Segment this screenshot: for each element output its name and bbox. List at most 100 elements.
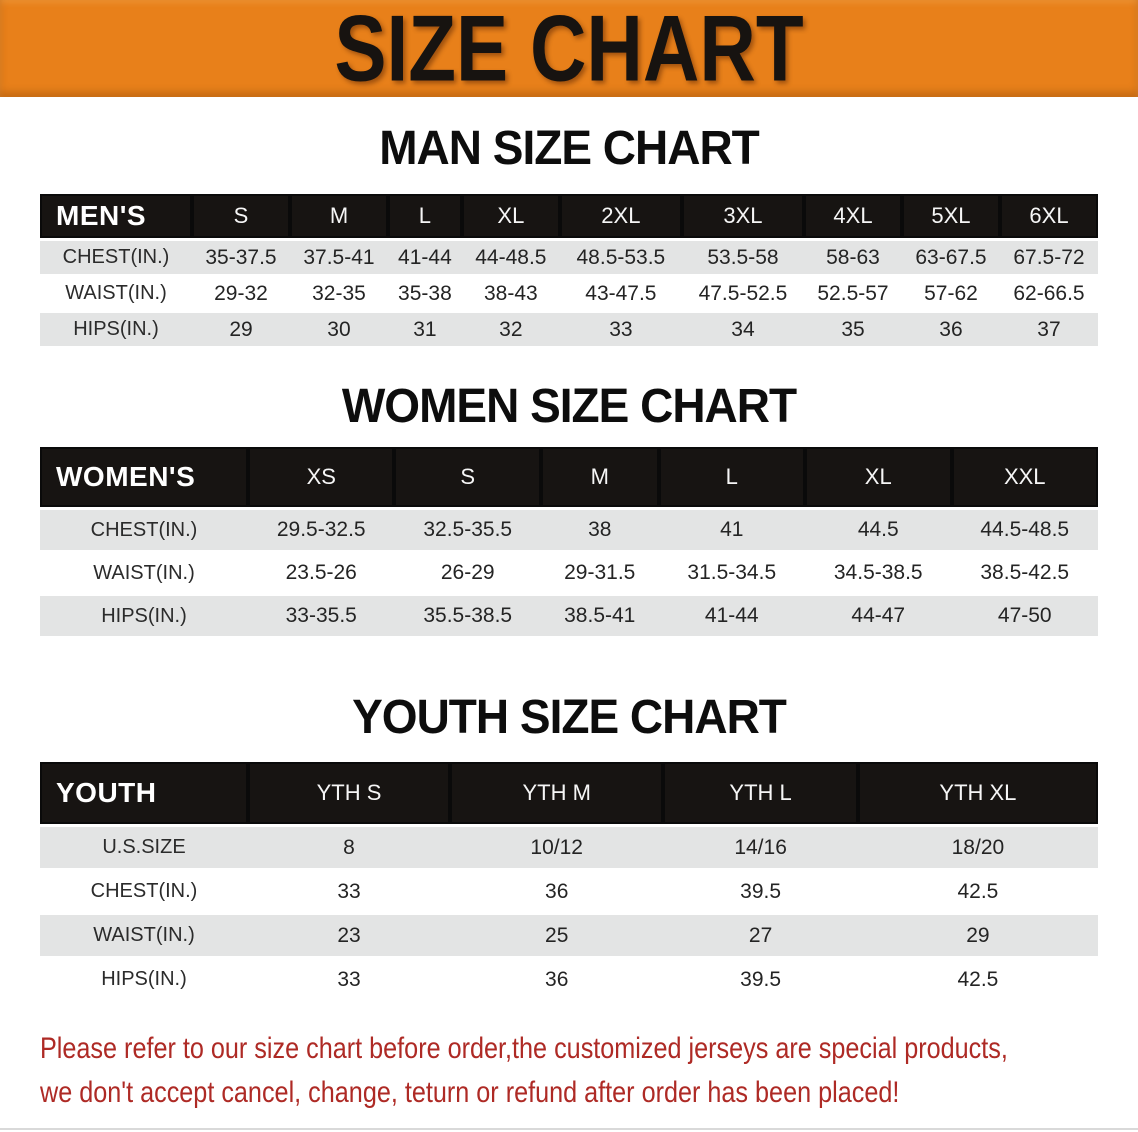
measurement-label: U.S.SIZE bbox=[40, 827, 248, 868]
size-value: 34.5-38.5 bbox=[805, 553, 952, 593]
size-value: 42.5 bbox=[857, 871, 1098, 912]
size-column-header: XL bbox=[805, 447, 952, 507]
size-value: 42.5 bbox=[857, 959, 1098, 1000]
size-value: 35-37.5 bbox=[192, 241, 290, 274]
disclaimer-line-1: Please refer to our size chart before or… bbox=[40, 1032, 1008, 1065]
banner-title: SIZE CHART bbox=[334, 0, 804, 101]
women-section: WOMEN SIZE CHART WOMEN'S XS S M L XL XXL CHEST(… bbox=[0, 377, 1138, 639]
table-row: CHEST(IN.) 35-37.5 37.5-41 41-44 44-48.5 48.5… bbox=[40, 241, 1098, 274]
size-value: 47.5-52.5 bbox=[681, 277, 804, 310]
size-value: 57-62 bbox=[901, 277, 1000, 310]
size-value: 39.5 bbox=[663, 959, 858, 1000]
table-row: WAIST(IN.) 29-32 32-35 35-38 38-43 43-47.5 47.… bbox=[40, 277, 1098, 310]
women-section-title: WOMEN SIZE CHART bbox=[341, 377, 797, 433]
size-value: 41-44 bbox=[658, 596, 806, 636]
size-value: 18/20 bbox=[857, 827, 1098, 868]
measurement-label: CHEST(IN.) bbox=[40, 241, 192, 274]
size-value: 44.5 bbox=[805, 510, 952, 550]
size-value: 29-32 bbox=[192, 277, 290, 310]
measurement-label: CHEST(IN.) bbox=[40, 871, 248, 912]
size-value: 44-48.5 bbox=[461, 241, 560, 274]
size-value: 33 bbox=[248, 959, 450, 1000]
size-column-header: M bbox=[540, 447, 659, 507]
size-value: 33-35.5 bbox=[248, 596, 395, 636]
size-value: 39.5 bbox=[663, 871, 858, 912]
size-column-header: S bbox=[394, 447, 541, 507]
men-section: MAN SIZE CHART MEN'S S M L XL 2XL 3XL 4XL 5XL 6XL… bbox=[0, 119, 1138, 349]
size-value: 67.5-72 bbox=[999, 241, 1098, 274]
size-value: 35-38 bbox=[387, 277, 462, 310]
size-value: 30 bbox=[289, 313, 388, 346]
size-value: 29.5-32.5 bbox=[248, 510, 395, 550]
table-row: WAIST(IN.) 23 25 27 29 bbox=[40, 915, 1098, 956]
size-column-header: 2XL bbox=[559, 194, 682, 238]
size-column-header: YTH M bbox=[450, 762, 664, 824]
men-section-title: MAN SIZE CHART bbox=[379, 119, 760, 175]
table-row: WAIST(IN.) 23.5-26 26-29 29-31.5 31.5-34.5 34… bbox=[40, 553, 1098, 593]
size-value: 36 bbox=[450, 959, 664, 1000]
size-value: 23 bbox=[248, 915, 450, 956]
disclaimer: Please refer to our size chart before or… bbox=[40, 1027, 1138, 1115]
size-value: 38.5-42.5 bbox=[951, 553, 1098, 593]
measurement-label: WAIST(IN.) bbox=[40, 915, 248, 956]
measurement-label: HIPS(IN.) bbox=[40, 313, 192, 346]
size-value: 25 bbox=[450, 915, 664, 956]
size-value: 62-66.5 bbox=[999, 277, 1098, 310]
row-group-label: WOMEN'S bbox=[40, 447, 248, 507]
size-value: 23.5-26 bbox=[248, 553, 395, 593]
table-row: HIPS(IN.) 33-35.5 35.5-38.5 38.5-41 41-44 44-… bbox=[40, 596, 1098, 636]
size-value: 37 bbox=[999, 313, 1098, 346]
size-column-header: YTH S bbox=[248, 762, 450, 824]
measurement-label: WAIST(IN.) bbox=[40, 553, 248, 593]
size-value: 38 bbox=[540, 510, 659, 550]
size-value: 14/16 bbox=[663, 827, 858, 868]
size-value: 48.5-53.5 bbox=[559, 241, 682, 274]
size-value: 53.5-58 bbox=[681, 241, 804, 274]
size-column-header: YTH XL bbox=[857, 762, 1098, 824]
size-value: 38.5-41 bbox=[540, 596, 659, 636]
size-value: 32.5-35.5 bbox=[394, 510, 541, 550]
size-value: 36 bbox=[901, 313, 1000, 346]
youth-size-table: YOUTH YTH S YTH M YTH L YTH XL U.S.SIZE 8 10/12… bbox=[40, 759, 1098, 1003]
size-column-header: 5XL bbox=[901, 194, 1000, 238]
men-size-table: MEN'S S M L XL 2XL 3XL 4XL 5XL 6XL CHEST(IN.) 35-37… bbox=[40, 191, 1098, 349]
size-value: 32 bbox=[461, 313, 560, 346]
youth-section-title: YOUTH SIZE CHART bbox=[352, 688, 787, 744]
size-column-header: L bbox=[658, 447, 806, 507]
size-value: 44-47 bbox=[805, 596, 952, 636]
size-value: 29 bbox=[192, 313, 290, 346]
size-value: 27 bbox=[663, 915, 858, 956]
size-column-header: YTH L bbox=[663, 762, 858, 824]
bottom-divider bbox=[0, 1128, 1138, 1130]
size-value: 52.5-57 bbox=[804, 277, 902, 310]
table-row: U.S.SIZE 8 10/12 14/16 18/20 bbox=[40, 827, 1098, 868]
measurement-label: HIPS(IN.) bbox=[40, 959, 248, 1000]
size-value: 26-29 bbox=[394, 553, 541, 593]
size-value: 31.5-34.5 bbox=[658, 553, 806, 593]
size-column-header: 6XL bbox=[999, 194, 1098, 238]
size-column-header: 4XL bbox=[804, 194, 902, 238]
measurement-label: WAIST(IN.) bbox=[40, 277, 192, 310]
size-value: 44.5-48.5 bbox=[951, 510, 1098, 550]
size-value: 10/12 bbox=[450, 827, 664, 868]
size-value: 47-50 bbox=[951, 596, 1098, 636]
table-header-row: MEN'S S M L XL 2XL 3XL 4XL 5XL 6XL bbox=[40, 194, 1098, 238]
size-column-header: S bbox=[192, 194, 290, 238]
size-column-header: XXL bbox=[951, 447, 1098, 507]
table-row: HIPS(IN.) 29 30 31 32 33 34 35 36 37 bbox=[40, 313, 1098, 346]
size-column-header: XS bbox=[248, 447, 395, 507]
size-value: 43-47.5 bbox=[559, 277, 682, 310]
row-group-label: YOUTH bbox=[40, 762, 248, 824]
table-header-row: WOMEN'S XS S M L XL XXL bbox=[40, 447, 1098, 507]
size-value: 37.5-41 bbox=[289, 241, 388, 274]
table-row: HIPS(IN.) 33 36 39.5 42.5 bbox=[40, 959, 1098, 1000]
table-row: CHEST(IN.) 33 36 39.5 42.5 bbox=[40, 871, 1098, 912]
size-value: 29-31.5 bbox=[540, 553, 659, 593]
size-value: 29 bbox=[857, 915, 1098, 956]
table-row: CHEST(IN.) 29.5-32.5 32.5-35.5 38 41 44.5 44.5… bbox=[40, 510, 1098, 550]
women-size-table: WOMEN'S XS S M L XL XXL CHEST(IN.) 29.5-32.5 32.5… bbox=[40, 444, 1098, 639]
size-value: 31 bbox=[387, 313, 462, 346]
size-value: 33 bbox=[248, 871, 450, 912]
size-value: 8 bbox=[248, 827, 450, 868]
size-chart-banner: SIZE CHART bbox=[0, 0, 1138, 97]
